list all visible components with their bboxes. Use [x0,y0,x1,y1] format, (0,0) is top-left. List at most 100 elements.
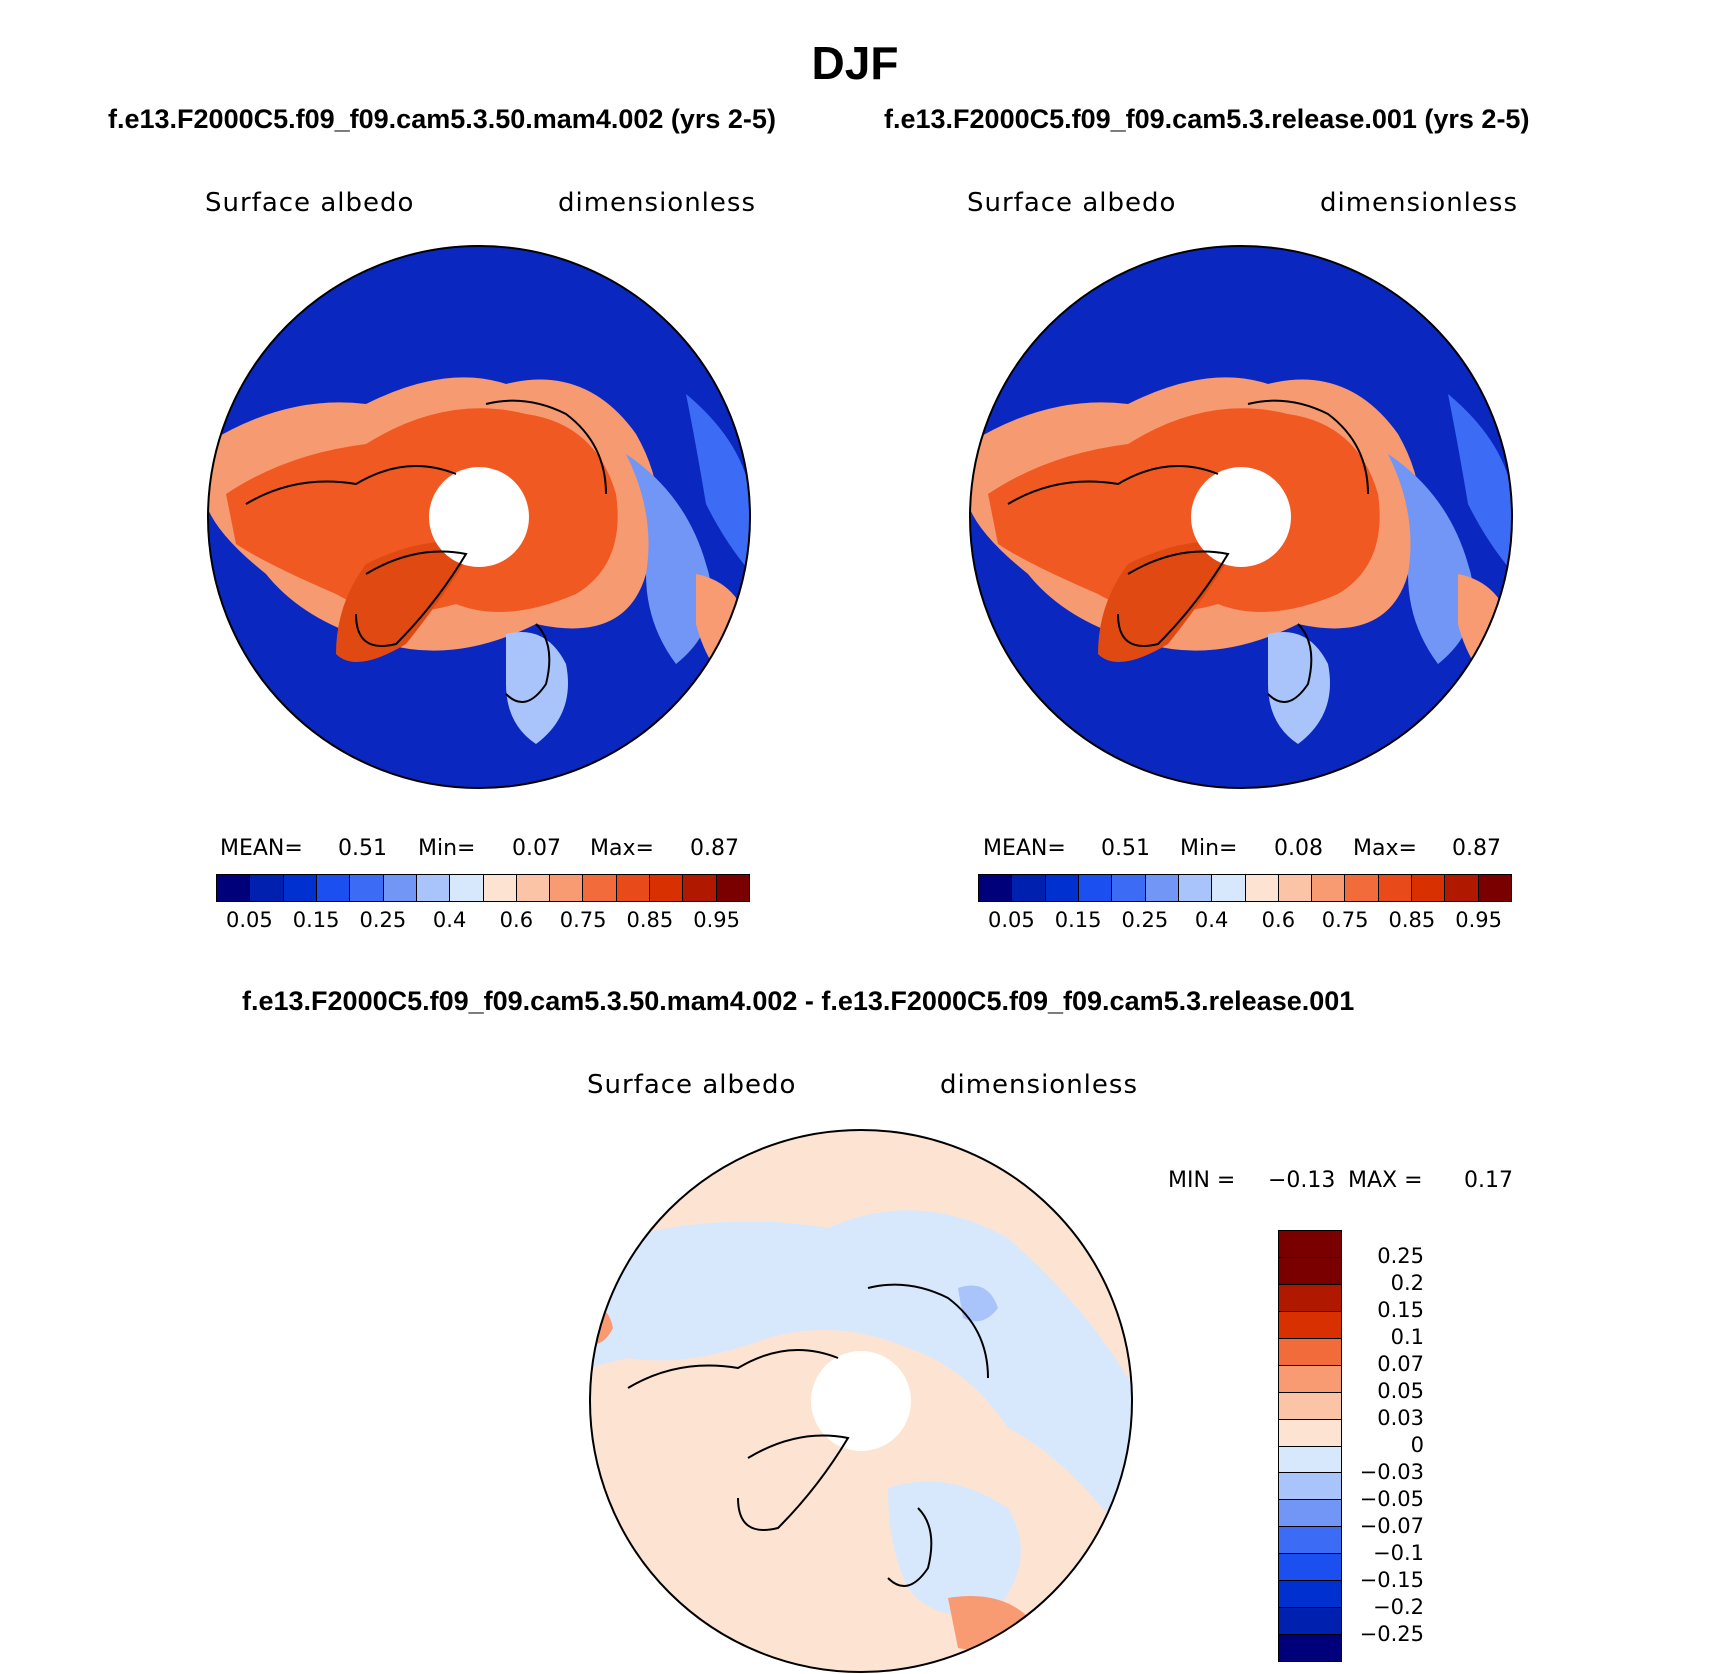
colorbar-swatch [1279,1419,1341,1447]
diff-units-label: dimensionless [940,1070,1138,1100]
colorbar-swatch [1178,875,1213,901]
scandinavia-field [1268,632,1330,744]
colorbar-swatch [1145,875,1179,901]
left-min-label: Min= [418,836,476,861]
colorbar-swatch [1279,1365,1341,1393]
colorbar-tick-label: 0.25 [1121,908,1169,932]
right-mean-label: MEAN= [983,836,1066,861]
colorbar-tick-label: 0.95 [693,908,741,932]
colorbar-swatch [1279,1284,1341,1312]
eurasia-blue-field [1388,454,1474,664]
diff-colorbar [1278,1230,1342,1662]
colorbar-tick-label: 0.4 [1194,908,1229,932]
colorbar-swatch [616,875,651,901]
colorbar-swatch [650,875,684,901]
colorbar-swatch [1278,875,1313,901]
colorbar-tick-label: 0.2 [1390,1271,1424,1295]
colorbar-swatch [716,875,749,901]
pole-hole [429,467,529,567]
colorbar-tick-label: 0.25 [1377,1244,1424,1268]
colorbar-tick-label: 0.85 [1388,908,1436,932]
diff-strong-negative [958,1285,998,1322]
left-panel-title: f.e13.F2000C5.f09_f09.cam5.3.50.mam4.002… [108,104,776,134]
diff-negative-field-2 [888,1481,1021,1615]
colorbar-swatch [583,875,617,901]
colorbar-swatch [1279,1500,1341,1528]
colorbar-swatch [1279,1338,1341,1366]
coastlines [1007,399,1369,703]
colorbar-swatch [1279,1446,1341,1474]
colorbar-swatch [550,875,584,901]
colorbar-tick-label: 0.05 [225,908,273,932]
right-units-label: dimensionless [1320,188,1518,218]
colorbar-tick-label: 0.15 [1054,908,1102,932]
left-units-label: dimensionless [558,188,756,218]
land-high-field [226,408,618,612]
right-max-value: 0.87 [1452,836,1501,861]
asia-blue-field [686,394,750,574]
right-panel-title: f.e13.F2000C5.f09_f09.cam5.3.release.001… [884,104,1530,134]
diff-panel-title: f.e13.F2000C5.f09_f09.cam5.3.50.mam4.002… [242,986,1355,1016]
colorbar-swatch [1279,1311,1341,1339]
colorbar-tick-label: 0.03 [1377,1406,1424,1430]
colorbar-swatch [516,875,551,901]
left-variable-label: Surface albedo [205,188,415,218]
left-mean-label: MEAN= [220,836,303,861]
diff-negative-field [590,1210,1132,1548]
colorbar-swatch [979,875,1013,901]
season-title: DJF [811,37,899,89]
colorbar-swatch [1279,1581,1341,1609]
left-min-value: 0.07 [512,836,561,861]
colorbar-swatch [1212,875,1246,901]
colorbar-tick-label: 0.25 [359,908,407,932]
colorbar-swatch [416,875,451,901]
colorbar-swatch [1012,875,1046,901]
colorbar-swatch [1445,875,1479,901]
colorbar-swatch [1279,1527,1341,1555]
colorbar-tick-label: 0.6 [1261,908,1296,932]
colorbar-swatch [1279,1392,1341,1420]
left-colorbar [216,874,750,902]
colorbar-swatch [383,875,417,901]
colorbar-swatch [1412,875,1446,901]
colorbar-swatch [1112,875,1146,901]
colorbar-swatch [1045,875,1079,901]
colorbar-swatch [1378,875,1413,901]
colorbar-swatch [217,875,251,901]
colorbar-tick-label: 0 [1410,1433,1424,1457]
right-colorbar [978,874,1512,902]
left-max-value: 0.87 [690,836,739,861]
right-polar-map [969,245,1513,789]
colorbar-tick-label: 0.1 [1390,1325,1424,1349]
colorbar-tick-label: 0.07 [1377,1352,1424,1376]
colorbar-swatch [1478,875,1511,901]
colorbar-swatch [316,875,351,901]
colorbar-tick-label: −0.25 [1359,1622,1424,1646]
colorbar-swatch [1245,875,1279,901]
colorbar-swatch [283,875,317,901]
colorbar-swatch [250,875,284,901]
map-border [969,245,1513,789]
colorbar-tick-label: 0.4 [432,908,467,932]
colorbar-swatch [1279,1473,1341,1501]
diff-variable-label: Surface albedo [587,1070,797,1100]
colorbar-tick-label: 0.85 [626,908,674,932]
eurasia-blue-field [626,454,712,664]
colorbar-tick-label: 0.95 [1455,908,1503,932]
colorbar-tick-label: −0.1 [1373,1541,1424,1565]
diff-max-label: MAX = [1348,1168,1423,1193]
colorbar-tick-label: 0.15 [1377,1298,1424,1322]
colorbar-tick-label: −0.03 [1359,1460,1424,1484]
land-high-field [988,408,1380,612]
colorbar-swatch [1279,1257,1341,1285]
scandinavia-field [506,632,568,744]
colorbar-tick-label: 0.05 [987,908,1035,932]
colorbar-tick-label: 0.75 [1321,908,1369,932]
diff-polar-map [589,1129,1133,1673]
colorbar-swatch [1312,875,1346,901]
pole-hole [1191,467,1291,567]
left-polar-map [207,245,751,789]
left-mean-value: 0.51 [338,836,387,861]
colorbar-tick-label: 0.6 [499,908,534,932]
colorbar-swatch [1078,875,1113,901]
